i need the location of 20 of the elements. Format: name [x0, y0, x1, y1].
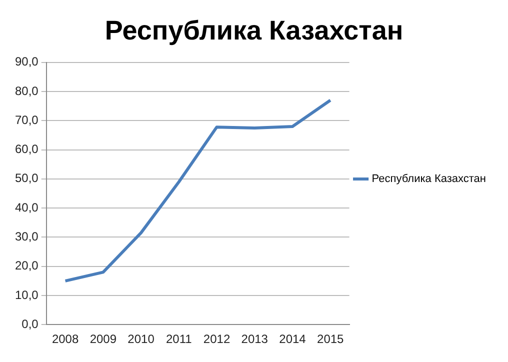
- x-tick-label: 2015: [317, 332, 344, 346]
- x-tick-label: 2011: [166, 332, 192, 346]
- x-tick-label: 2008: [52, 332, 79, 346]
- x-tick-label: 2014: [279, 332, 306, 346]
- chart-title: Республика Казахстан: [104, 16, 404, 46]
- y-tick-label: 20,0: [14, 258, 39, 273]
- y-tick-label: 0,0: [22, 316, 39, 331]
- y-tick-label: 50,0: [14, 171, 39, 186]
- y-tick-label: 70,0: [14, 112, 39, 127]
- x-tick-label: 2012: [203, 332, 230, 346]
- y-tick-label: 10,0: [14, 288, 39, 302]
- x-tick-label: 2009: [90, 332, 117, 346]
- x-tick-label: 2010: [128, 332, 155, 346]
- y-tick-label: 30,0: [14, 230, 39, 244]
- legend-label: Республика Казахстан: [372, 173, 486, 186]
- x-tick-label: 2013: [241, 332, 268, 346]
- y-tick-label: 80,0: [14, 84, 39, 98]
- y-tick-label: 60,0: [14, 142, 39, 156]
- y-tick-label: 40,0: [14, 200, 39, 214]
- y-tick-label: 90,0: [14, 54, 39, 69]
